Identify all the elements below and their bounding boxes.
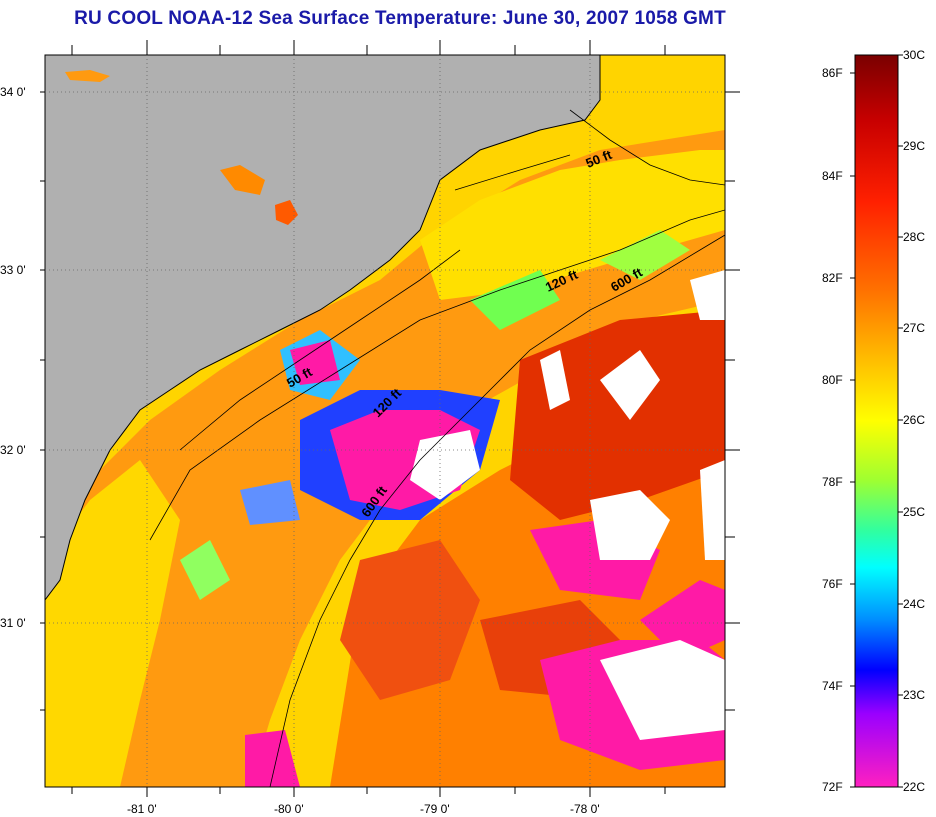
lat-label-32: 32 0' [0,443,26,457]
green-fringe-2 [600,230,690,280]
hot-patch-2 [340,540,480,700]
graticule [45,55,725,787]
green-fringe-1 [470,270,560,330]
axis-ticks [40,40,740,797]
cb-f-80: 80F [822,373,843,387]
green-fringe-3 [180,540,230,600]
coastline [45,55,601,601]
isobath-600 [269,234,725,787]
cold-magenta-2 [290,340,340,385]
lake-2 [275,200,298,225]
hot-patch-1 [510,310,725,520]
cb-f-86: 86F [822,66,843,80]
cloud-4 [540,350,570,410]
lat-label-33: 33 0' [0,263,26,277]
cloud-5 [600,350,660,420]
sst-raster [45,55,725,787]
cb-c-24: 24C [903,597,925,611]
isobath-50-mid [454,154,571,191]
cold-blue-2 [240,480,300,525]
land-mass [45,55,600,600]
lon-label-81: -81 0' [127,802,157,816]
colorbar [854,54,899,788]
map-frame [44,54,726,788]
cb-c-27: 27C [903,321,925,335]
nearshore-yellow [45,460,180,787]
cb-f-72: 72F [822,780,843,794]
lake-3 [65,70,110,82]
lake-1 [220,165,265,195]
isobath-120 [149,209,725,541]
cb-f-82: 82F [822,271,843,285]
cb-f-78: 78F [822,475,843,489]
cloud-1 [410,430,480,500]
north-yellow [420,150,725,300]
cloud-7 [700,460,725,560]
cb-c-28: 28C [903,230,925,244]
cb-c-25: 25C [903,505,925,519]
cb-f-84: 84F [822,169,843,183]
lon-label-78: -78 0' [570,802,600,816]
cloud-3 [600,640,725,740]
cb-c-29: 29C [903,139,925,153]
cb-c-22: 22C [903,780,925,794]
colorbar-ticks [850,54,903,788]
lon-label-80: -80 0' [274,802,304,816]
cb-c-30: 30C [903,48,925,62]
map-title: RU COOL NOAA-12 Sea Surface Temperature:… [74,8,726,29]
cloud-6 [690,270,725,320]
cold-magenta-6 [245,730,300,787]
cold-magenta-5 [640,580,725,660]
cb-c-23: 23C [903,688,925,702]
cb-f-76: 76F [822,577,843,591]
isobath-50-south [179,249,461,451]
isobath-50-north [569,109,725,186]
cloud-2 [590,490,670,560]
lon-label-79: -79 0' [420,802,450,816]
lat-label-34: 34 0' [0,85,26,99]
cb-f-74: 74F [822,679,843,693]
lat-label-31: 31 0' [0,616,26,630]
cb-c-26: 26C [903,413,925,427]
